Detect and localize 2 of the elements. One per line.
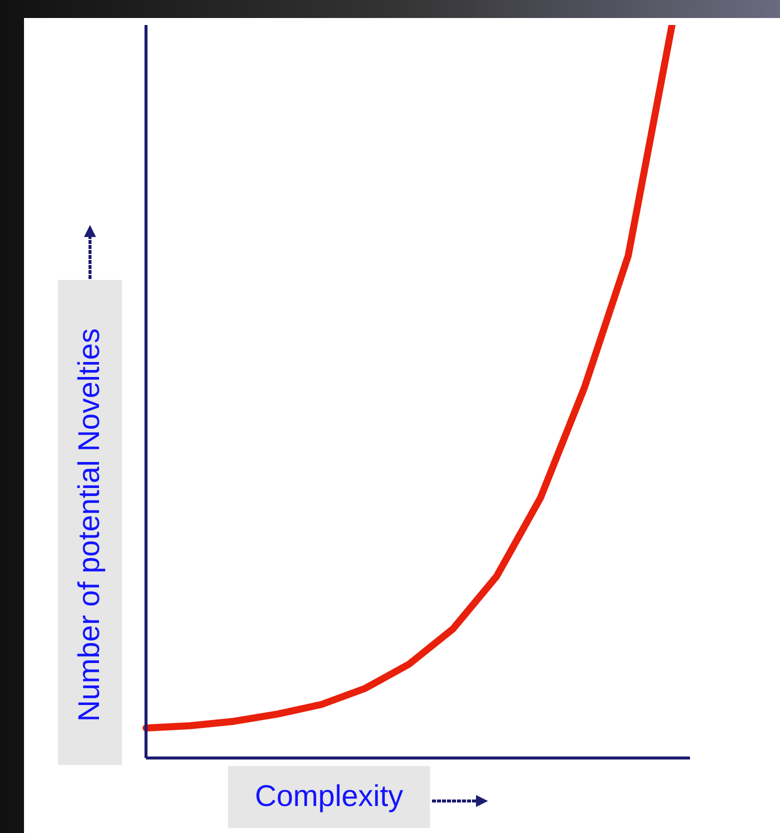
y-axis-title: Number of potential Novelties [73, 328, 107, 722]
x-axis-title: Complexity [254, 780, 404, 814]
